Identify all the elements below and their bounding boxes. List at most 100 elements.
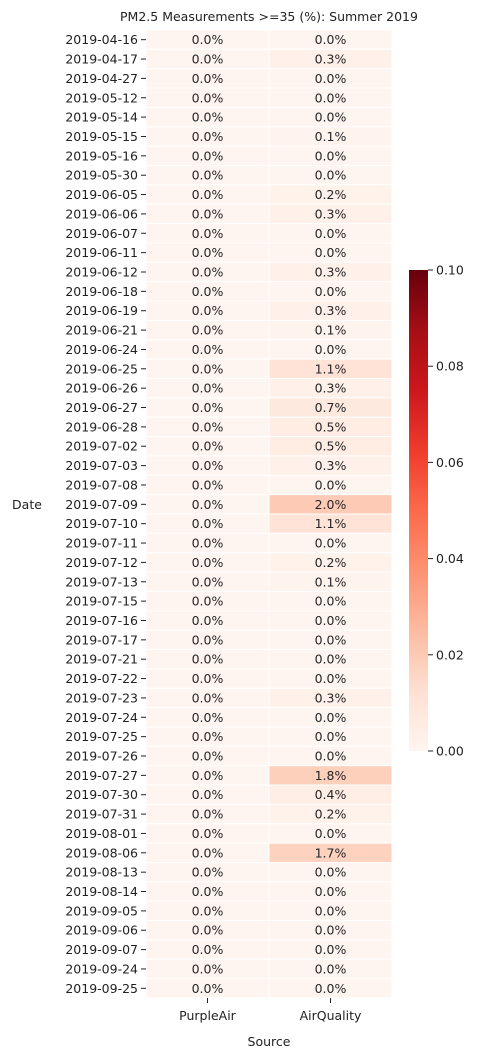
cell-value-label: 0.0% bbox=[315, 903, 347, 918]
colorbar-tick-label: 0.06 bbox=[436, 455, 464, 470]
cell-value-label: 0.0% bbox=[192, 845, 224, 860]
y-tick-label: 2019-05-12 bbox=[65, 90, 138, 105]
y-tick-label: 2019-07-24 bbox=[65, 710, 138, 725]
colorbar: 0.00 0.02 0.04 0.06 0.08 0.10 bbox=[409, 263, 464, 759]
y-tick-label: 2019-09-06 bbox=[65, 923, 138, 938]
cell-value-label: 0.0% bbox=[192, 671, 224, 686]
cell-value-label: 0.0% bbox=[315, 245, 347, 260]
heatmap-cells bbox=[145, 29, 393, 999]
cell-value-label: 0.0% bbox=[315, 884, 347, 899]
y-tick-label: 2019-05-14 bbox=[65, 110, 138, 125]
cell-value-label: 0.0% bbox=[315, 923, 347, 938]
cell-value-label: 0.0% bbox=[315, 749, 347, 764]
cell-value-label: 0.3% bbox=[315, 206, 347, 221]
cell-value-label: 0.0% bbox=[192, 961, 224, 976]
cell-value-label: 0.0% bbox=[192, 749, 224, 764]
cell-value-label: 0.1% bbox=[315, 129, 347, 144]
y-tick-label: 2019-07-23 bbox=[65, 690, 138, 705]
cell-value-label: 0.1% bbox=[315, 574, 347, 589]
cell-value-label: 0.0% bbox=[192, 129, 224, 144]
y-tick-label: 2019-04-27 bbox=[65, 71, 138, 86]
cell-value-label: 0.0% bbox=[192, 168, 224, 183]
cell-value-label: 0.0% bbox=[192, 652, 224, 667]
cell-value-label: 0.3% bbox=[315, 381, 347, 396]
y-tick-label: 2019-07-17 bbox=[65, 632, 138, 647]
cell-value-label: 0.0% bbox=[192, 613, 224, 628]
y-tick-label: 2019-07-10 bbox=[65, 516, 138, 531]
y-tick-label: 2019-07-03 bbox=[65, 458, 138, 473]
y-tick-label: 2019-09-24 bbox=[65, 961, 138, 976]
cell-value-label: 0.0% bbox=[315, 71, 347, 86]
y-tick-label: 2019-08-14 bbox=[65, 884, 138, 899]
y-tick-label: 2019-07-09 bbox=[65, 497, 138, 512]
cell-value-label: 0.0% bbox=[315, 865, 347, 880]
cell-value-label: 0.3% bbox=[315, 303, 347, 318]
y-tick-label: 2019-08-06 bbox=[65, 845, 138, 860]
cell-labels: 0.0% 0.0% 0.0% 0.3% 0.0% 0.0% 0.0% 0.0% 0.0% 0.0%… bbox=[192, 32, 347, 996]
cell-value-label: 0.0% bbox=[192, 477, 224, 492]
cell-value-label: 0.0% bbox=[192, 884, 224, 899]
cell-value-label: 0.0% bbox=[315, 594, 347, 609]
cell-value-label: 0.7% bbox=[315, 400, 347, 415]
cell-value-label: 2.0% bbox=[315, 497, 347, 512]
y-tick-label: 2019-07-22 bbox=[65, 671, 138, 686]
cell-value-label: 0.0% bbox=[192, 245, 224, 260]
cell-value-label: 0.0% bbox=[192, 981, 224, 996]
cell-value-label: 0.0% bbox=[315, 710, 347, 725]
cell-value-label: 0.0% bbox=[192, 342, 224, 357]
cell-value-label: 0.0% bbox=[192, 516, 224, 531]
y-tick-label: 2019-06-06 bbox=[65, 206, 138, 221]
cell-value-label: 0.0% bbox=[192, 497, 224, 512]
x-tick-label: AirQuality bbox=[300, 1008, 362, 1023]
cell-value-label: 0.0% bbox=[192, 710, 224, 725]
colorbar-tick-label: 0.02 bbox=[436, 647, 464, 662]
y-tick-label: 2019-05-30 bbox=[65, 168, 138, 183]
cell-value-label: 0.0% bbox=[315, 942, 347, 957]
colorbar-gradient bbox=[409, 270, 428, 751]
cell-value-label: 0.0% bbox=[192, 71, 224, 86]
cell-value-label: 0.0% bbox=[192, 903, 224, 918]
cell-value-label: 0.0% bbox=[192, 787, 224, 802]
x-tick-label: PurpleAir bbox=[179, 1008, 237, 1023]
cell-value-label: 0.0% bbox=[315, 90, 347, 105]
cell-value-label: 0.0% bbox=[192, 555, 224, 570]
cell-value-label: 0.0% bbox=[192, 768, 224, 783]
cell-value-label: 0.0% bbox=[192, 110, 224, 125]
cell-value-label: 0.2% bbox=[315, 187, 347, 202]
cell-value-label: 0.0% bbox=[315, 168, 347, 183]
y-tick-label: 2019-04-17 bbox=[65, 52, 138, 67]
y-tick-label: 2019-05-15 bbox=[65, 129, 138, 144]
cell-value-label: 0.0% bbox=[192, 632, 224, 647]
cell-value-label: 0.3% bbox=[315, 458, 347, 473]
cell-value-label: 0.0% bbox=[315, 477, 347, 492]
chart-title: PM2.5 Measurements >=35 (%): Summer 2019 bbox=[120, 9, 418, 24]
y-tick-label: 2019-08-01 bbox=[65, 826, 138, 841]
y-tick-label: 2019-05-16 bbox=[65, 148, 138, 163]
cell-value-label: 0.0% bbox=[192, 323, 224, 338]
y-tick-label: 2019-07-30 bbox=[65, 787, 138, 802]
cell-value-label: 0.0% bbox=[315, 148, 347, 163]
cell-value-label: 0.0% bbox=[192, 536, 224, 551]
cell-value-label: 0.3% bbox=[315, 265, 347, 280]
cell-value-label: 1.8% bbox=[315, 768, 347, 783]
colorbar-tick-label: 0.00 bbox=[436, 744, 464, 759]
colorbar-tick-label: 0.10 bbox=[436, 263, 464, 278]
cell-value-label: 0.0% bbox=[192, 361, 224, 376]
cell-value-label: 0.0% bbox=[192, 439, 224, 454]
cell-value-label: 0.0% bbox=[315, 652, 347, 667]
y-tick-label: 2019-07-27 bbox=[65, 768, 138, 783]
y-tick-label: 2019-08-13 bbox=[65, 865, 138, 880]
y-tick-label: 2019-06-27 bbox=[65, 400, 138, 415]
y-tick-label: 2019-06-11 bbox=[65, 245, 138, 260]
y-tick-label: 2019-07-21 bbox=[65, 652, 138, 667]
y-tick-label: 2019-07-02 bbox=[65, 439, 138, 454]
y-tick-label: 2019-07-16 bbox=[65, 613, 138, 628]
cell-value-label: 0.3% bbox=[315, 52, 347, 67]
cell-value-label: 0.0% bbox=[315, 613, 347, 628]
cell-value-label: 0.0% bbox=[315, 729, 347, 744]
y-tick-label: 2019-09-25 bbox=[65, 981, 138, 996]
cell-value-label: 1.1% bbox=[315, 516, 347, 531]
cell-value-label: 0.0% bbox=[315, 632, 347, 647]
cell-value-label: 0.0% bbox=[192, 381, 224, 396]
